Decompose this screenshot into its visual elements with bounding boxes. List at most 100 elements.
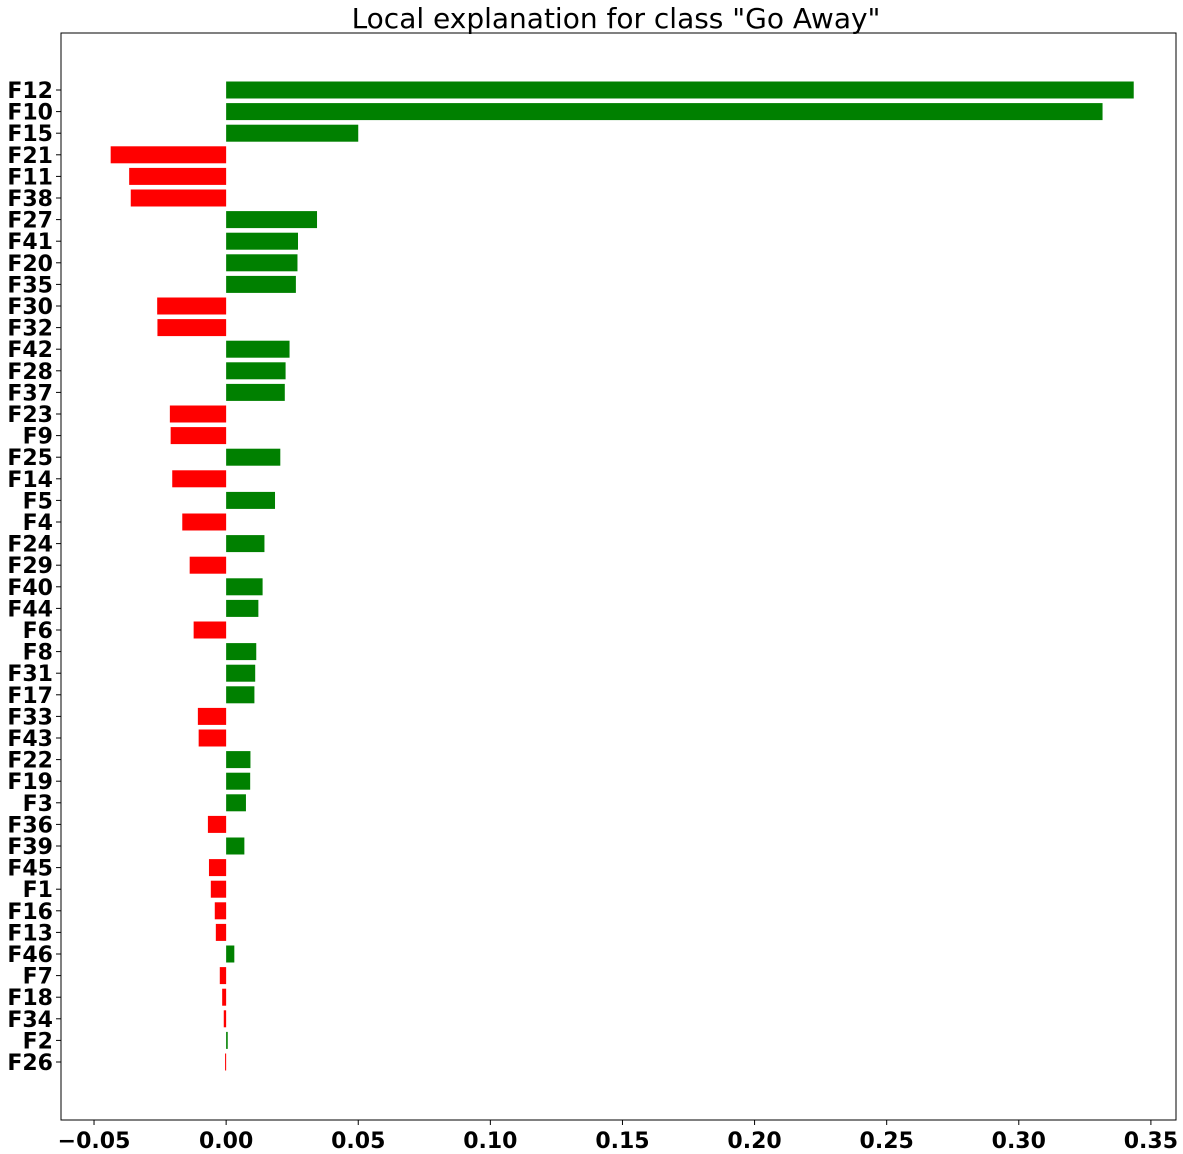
- bar-f14: [172, 470, 227, 488]
- bar-f1: [210, 880, 227, 898]
- chart-title: Local explanation for class "Go Away": [352, 2, 881, 35]
- bar-f24: [226, 535, 265, 553]
- bar-f19: [226, 772, 251, 790]
- bar-f45: [208, 859, 227, 877]
- bar-f9: [170, 427, 227, 445]
- bar-f16: [214, 902, 227, 920]
- bar-f15: [226, 124, 359, 142]
- y-tick-label: F8: [23, 641, 53, 666]
- x-tick-label: 0.25: [860, 1129, 914, 1154]
- bar-f18: [222, 988, 227, 1006]
- y-tick-label: F5: [23, 489, 53, 514]
- y-tick-label: F2: [23, 1029, 53, 1054]
- bar-f12: [226, 81, 1134, 99]
- y-tick-label: F24: [7, 533, 53, 558]
- x-tick-label: 0.30: [992, 1129, 1046, 1154]
- bar-f22: [226, 751, 251, 769]
- bar-f33: [197, 707, 227, 725]
- bar-f3: [226, 794, 246, 812]
- y-tick-label: F6: [23, 619, 53, 644]
- y-tick-label: F31: [7, 662, 53, 687]
- y-tick-label: F40: [7, 576, 53, 601]
- y-tick-label: F27: [7, 209, 53, 234]
- bar-f25: [226, 448, 281, 466]
- y-tick-label: F34: [7, 1008, 53, 1033]
- y-tick-label: F15: [7, 122, 53, 147]
- bar-f20: [226, 254, 298, 272]
- x-tick-label: 0.00: [199, 1129, 253, 1154]
- y-tick-label: F42: [7, 338, 53, 363]
- bar-f28: [226, 362, 286, 380]
- bar-f21: [110, 146, 227, 164]
- y-tick-label: F18: [7, 986, 53, 1011]
- bar-f41: [226, 232, 299, 250]
- bar-f44: [226, 599, 259, 617]
- bar-f36: [207, 815, 227, 833]
- x-axis-ticks: −0.05 0.00 0.05 0.10 0.15 0.20 0.25 0.30 0.35: [58, 1120, 1178, 1154]
- y-tick-label: F3: [23, 792, 53, 817]
- bars-group: [110, 81, 1134, 1071]
- y-tick-label: F22: [7, 749, 53, 774]
- y-tick-label: F17: [7, 684, 53, 709]
- y-tick-label: F23: [7, 403, 53, 428]
- bar-f39: [226, 837, 245, 855]
- bar-f34: [223, 1010, 227, 1028]
- y-tick-label: F30: [7, 295, 53, 320]
- bar-f40: [226, 578, 263, 596]
- bar-f30: [157, 297, 227, 315]
- x-tick-label: 0.10: [463, 1129, 517, 1154]
- bar-f26: [225, 1053, 227, 1071]
- y-tick-label: F19: [7, 770, 53, 795]
- y-tick-label: F44: [7, 597, 53, 622]
- axes-frame: [60, 32, 1177, 1121]
- y-tick-label: F43: [7, 727, 53, 752]
- x-tick-label: 0.15: [595, 1129, 649, 1154]
- bar-f2: [226, 1031, 228, 1049]
- bar-f6: [193, 621, 227, 639]
- y-tick-label: F26: [7, 1051, 53, 1076]
- y-tick-label: F45: [7, 857, 53, 882]
- y-tick-label: F41: [7, 230, 53, 255]
- x-tick-label: 0.20: [727, 1129, 781, 1154]
- x-tick-label: −0.05: [58, 1129, 131, 1154]
- y-tick-label: F7: [23, 965, 53, 990]
- bar-f13: [215, 923, 227, 941]
- y-tick-label: F37: [7, 381, 53, 406]
- y-tick-label: F32: [7, 317, 53, 342]
- bar-f43: [198, 729, 227, 747]
- bar-f5: [226, 491, 276, 509]
- y-tick-label: F14: [7, 468, 53, 493]
- bar-f7: [219, 967, 227, 985]
- bar-f10: [226, 103, 1103, 121]
- y-tick-label: F33: [7, 705, 53, 730]
- y-tick-label: F21: [7, 144, 53, 169]
- y-tick-label: F20: [7, 252, 53, 277]
- y-tick-label: F4: [23, 511, 53, 536]
- bar-f32: [157, 319, 227, 337]
- y-tick-label: F11: [7, 165, 53, 190]
- bar-f11: [129, 167, 227, 185]
- y-tick-label: F9: [23, 425, 53, 450]
- bar-f31: [226, 664, 256, 682]
- bar-f35: [226, 275, 296, 293]
- y-tick-label: F10: [7, 101, 53, 126]
- bar-f23: [169, 405, 227, 423]
- bar-f29: [189, 556, 227, 574]
- bar-f46: [226, 945, 235, 963]
- y-tick-label: F16: [7, 900, 53, 925]
- y-tick-label: F46: [7, 943, 53, 968]
- y-tick-label: F1: [23, 878, 53, 903]
- bar-f37: [226, 383, 285, 401]
- bar-f8: [226, 643, 257, 661]
- y-tick-label: F39: [7, 835, 53, 860]
- y-tick-label: F12: [7, 79, 53, 104]
- x-tick-label: 0.35: [1124, 1129, 1178, 1154]
- y-tick-label: F38: [7, 187, 53, 212]
- bar-f17: [226, 686, 255, 704]
- y-tick-label: F25: [7, 446, 53, 471]
- y-tick-label: F36: [7, 813, 53, 838]
- y-tick-label: F35: [7, 273, 53, 298]
